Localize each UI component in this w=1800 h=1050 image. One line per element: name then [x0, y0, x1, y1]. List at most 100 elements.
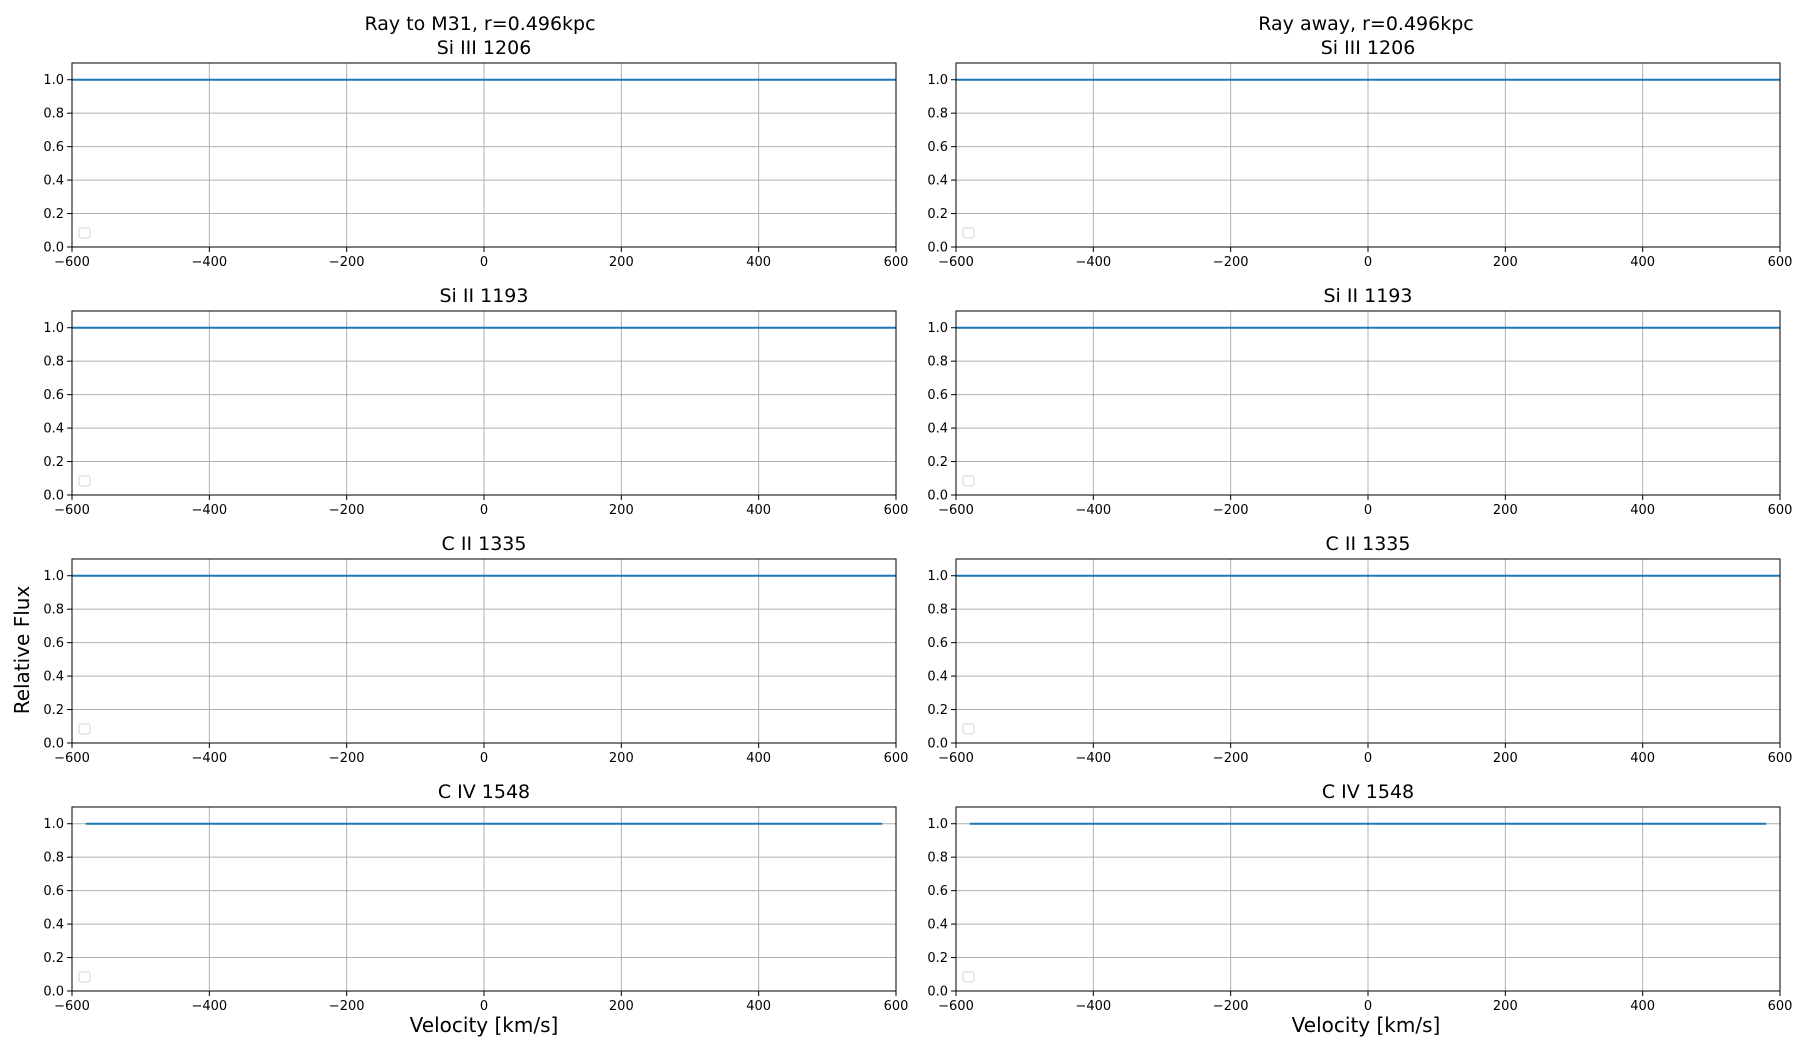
x-tick-label: 400 [746, 999, 771, 1014]
y-tick-label: 0.2 [43, 455, 64, 470]
y-tick-label: 0.4 [927, 422, 948, 437]
panel-left-2: C II 1335 −600 −400 −200 0 200 400 600 0.0 0.2 0.4… [43, 533, 908, 766]
y-tick-label: 1.0 [43, 321, 64, 336]
y-tick-label: 0.6 [43, 884, 64, 899]
y-tick-label: 0.2 [927, 703, 948, 718]
y-tick-label: 0.4 [43, 422, 64, 437]
x-tick-label: 0 [1364, 503, 1372, 518]
y-tick-label: 0.6 [927, 884, 948, 899]
legend-box [78, 723, 91, 735]
x-tick-label: −200 [329, 751, 365, 766]
y-tick-label: 0.4 [43, 670, 64, 685]
y-tick-label: 1.0 [43, 817, 64, 832]
legend-box [962, 227, 975, 239]
panel-title: Si III 1206 [1321, 37, 1416, 59]
x-tick-label: 600 [884, 255, 909, 270]
x-tick-label: 600 [884, 999, 909, 1014]
x-tick-label: −200 [329, 999, 365, 1014]
x-tick-label: −600 [54, 503, 90, 518]
y-tick-label: 0.4 [927, 918, 948, 933]
y-tick-label: 0.8 [43, 355, 64, 370]
y-axis-label: Relative Flux [10, 586, 34, 715]
x-tick-label: −200 [329, 503, 365, 518]
y-tick-label: 0.8 [927, 851, 948, 866]
panel-title: Si II 1193 [1324, 285, 1413, 307]
panel-title: C IV 1548 [438, 781, 530, 803]
y-tick-label: 1.0 [927, 73, 948, 88]
y-tick-label: 0.8 [927, 355, 948, 370]
panel-left-1: Si II 1193 −600 −400 −200 0 200 400 600 0.0 0.2 0.… [43, 285, 908, 518]
x-axis-label-right: Velocity [km/s] [1292, 1013, 1441, 1037]
y-tick-label: 1.0 [927, 569, 948, 584]
panel-title: C II 1335 [442, 533, 527, 555]
y-tick-label: 0.2 [927, 455, 948, 470]
x-tick-label: −400 [191, 999, 227, 1014]
legend-box [78, 475, 91, 487]
y-tick-label: 0.4 [927, 174, 948, 189]
x-tick-label: −200 [329, 255, 365, 270]
y-tick-label: 1.0 [927, 321, 948, 336]
x-tick-label: −400 [1075, 751, 1111, 766]
y-tick-label: 0.6 [927, 140, 948, 155]
x-tick-label: 200 [1493, 751, 1518, 766]
x-tick-label: 0 [1364, 255, 1372, 270]
legend-box [962, 723, 975, 735]
x-tick-label: 0 [1364, 751, 1372, 766]
panel-title: C II 1335 [1326, 533, 1411, 555]
y-tick-label: 0.0 [927, 737, 948, 752]
y-tick-label: 1.0 [43, 569, 64, 584]
panel-right-3: C IV 1548 −600 −400 −200 0 200 400 600 0.0 0.2 0.4… [927, 781, 1792, 1014]
y-tick-label: 0.2 [43, 951, 64, 966]
x-tick-label: 400 [746, 503, 771, 518]
panel-title: Si III 1206 [437, 37, 532, 59]
x-tick-label: −400 [191, 503, 227, 518]
y-tick-label: 0.2 [43, 207, 64, 222]
y-tick-label: 0.0 [927, 241, 948, 256]
x-tick-label: −400 [1075, 503, 1111, 518]
x-tick-label: 600 [1768, 255, 1793, 270]
y-tick-label: 0.8 [43, 851, 64, 866]
x-tick-label: 400 [1630, 503, 1655, 518]
x-tick-label: 600 [884, 751, 909, 766]
y-tick-label: 0.8 [43, 107, 64, 122]
x-tick-label: 400 [1630, 751, 1655, 766]
x-tick-label: −600 [54, 751, 90, 766]
y-tick-label: 0.2 [927, 951, 948, 966]
x-tick-label: −600 [54, 255, 90, 270]
y-tick-label: 0.6 [927, 388, 948, 403]
panel-left-3: C IV 1548 −600 −400 −200 0 200 400 600 0.0 0.2 0.4… [43, 781, 908, 1014]
y-tick-label: 0.8 [927, 107, 948, 122]
y-tick-label: 0.0 [43, 737, 64, 752]
x-tick-label: 200 [609, 255, 634, 270]
x-tick-label: 0 [480, 503, 488, 518]
y-tick-label: 0.0 [43, 489, 64, 504]
x-tick-label: 600 [1768, 503, 1793, 518]
x-axis-label-left: Velocity [km/s] [410, 1013, 559, 1037]
x-tick-label: −400 [191, 751, 227, 766]
x-tick-label: −200 [1213, 751, 1249, 766]
x-tick-label: 400 [746, 751, 771, 766]
x-tick-label: 0 [480, 255, 488, 270]
x-tick-label: 400 [1630, 999, 1655, 1014]
y-tick-label: 1.0 [43, 73, 64, 88]
y-tick-label: 0.6 [43, 388, 64, 403]
y-tick-label: 0.0 [43, 985, 64, 1000]
column-title-right: Ray away, r=0.496kpc [1258, 13, 1474, 35]
panel-title: Si II 1193 [440, 285, 529, 307]
panel-right-2: C II 1335 −600 −400 −200 0 200 400 600 0.0 0.2 0.4… [927, 533, 1792, 766]
y-tick-label: 0.0 [927, 489, 948, 504]
y-tick-label: 0.8 [927, 603, 948, 618]
y-tick-label: 0.0 [927, 985, 948, 1000]
y-tick-label: 0.6 [43, 636, 64, 651]
x-tick-label: −200 [1213, 503, 1249, 518]
y-tick-label: 0.8 [43, 603, 64, 618]
legend-box [962, 971, 975, 983]
x-tick-label: −600 [938, 999, 974, 1014]
x-tick-label: −600 [938, 751, 974, 766]
panel-title: C IV 1548 [1322, 781, 1414, 803]
x-tick-label: 0 [480, 751, 488, 766]
y-tick-label: 0.2 [927, 207, 948, 222]
x-tick-label: −200 [1213, 999, 1249, 1014]
x-tick-label: −400 [191, 255, 227, 270]
